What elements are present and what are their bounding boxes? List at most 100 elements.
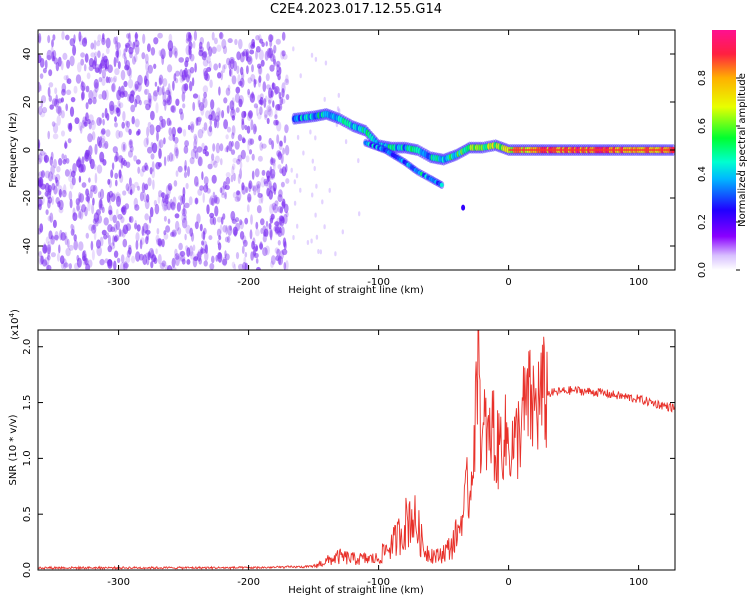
- noise-blob: [54, 231, 59, 242]
- noise-blob: [77, 62, 82, 73]
- noise-blob: [62, 258, 67, 270]
- noise-blob: [175, 98, 180, 107]
- noise-blob: [220, 192, 226, 198]
- noise-blob: [234, 38, 238, 46]
- noise-blob: [157, 140, 161, 151]
- noise-blob: [66, 238, 70, 248]
- noise-blob: [155, 248, 158, 255]
- noise-blob: [116, 195, 121, 207]
- noise-blob: [113, 75, 118, 83]
- noise-blob: [178, 108, 183, 115]
- noise-blob: [206, 55, 211, 64]
- noise-blob: [274, 109, 278, 118]
- noise-blob: [47, 252, 50, 260]
- noise-blob: [128, 32, 131, 42]
- noise-blob: [269, 39, 273, 48]
- noise-blob: [114, 116, 117, 123]
- noise-blob: [38, 228, 42, 235]
- noise-blob: [195, 117, 199, 126]
- noise-blob: [231, 125, 236, 136]
- noise-blob: [234, 196, 240, 202]
- noise-blob: [40, 170, 46, 178]
- noise-blob: [306, 240, 310, 245]
- noise-blob: [94, 82, 99, 93]
- noise-blob: [205, 182, 209, 190]
- noise-blob: [150, 141, 154, 149]
- noise-blob: [269, 64, 275, 72]
- noise-blob: [252, 41, 255, 48]
- noise-blob: [61, 189, 67, 198]
- noise-blob: [257, 193, 263, 198]
- noise-blob: [97, 50, 101, 58]
- noise-blob: [274, 87, 278, 96]
- noise-blob: [168, 152, 174, 162]
- noise-blob: [56, 166, 61, 173]
- noise-blob: [81, 119, 86, 129]
- noise-blob: [148, 98, 152, 108]
- noise-blob: [144, 53, 149, 64]
- noise-blob: [143, 137, 149, 148]
- noise-blob: [129, 189, 133, 196]
- noise-blob: [125, 125, 130, 133]
- noise-blob: [209, 79, 213, 88]
- noise-blob: [196, 146, 203, 153]
- noise-blob: [181, 91, 186, 103]
- noise-blob: [88, 65, 94, 72]
- noise-blob: [248, 182, 252, 193]
- colorbar-tick-label: 0.2: [697, 214, 708, 230]
- noise-blob: [49, 104, 54, 110]
- noise-blob: [131, 255, 136, 264]
- noise-blob: [45, 236, 50, 244]
- noise-blob: [64, 142, 68, 149]
- noise-blob: [185, 45, 191, 56]
- noise-blob: [61, 130, 65, 137]
- colorbar-gradient: [712, 30, 736, 270]
- snr-x-ticks: -300 -200 -100 0 100: [107, 330, 648, 588]
- noise-blob: [286, 125, 289, 131]
- noise-blob: [90, 52, 96, 58]
- noise-blob: [115, 193, 119, 199]
- noise-blob: [204, 151, 209, 157]
- noise-blob: [229, 100, 235, 111]
- noise-blob: [55, 176, 58, 184]
- noise-blob: [221, 258, 228, 266]
- snr-y-tick-label: 2.0: [22, 339, 33, 355]
- noise-blob: [226, 145, 229, 153]
- noise-blob: [213, 63, 219, 71]
- noise-blob: [127, 93, 132, 102]
- noise-blob: [216, 119, 220, 129]
- spectrogram-y-tick-label: -20: [22, 190, 33, 206]
- noise-blob: [121, 141, 127, 153]
- noise-blob: [88, 114, 94, 123]
- noise-blob: [278, 215, 284, 222]
- noise-blob: [264, 110, 268, 118]
- noise-blob: [284, 144, 290, 156]
- noise-blob: [55, 106, 62, 114]
- noise-blob: [123, 261, 128, 270]
- noise-blob: [282, 237, 287, 248]
- noise-blob: [136, 224, 141, 232]
- noise-blob: [220, 158, 223, 166]
- noise-blob: [260, 59, 265, 67]
- noise-blob: [147, 97, 153, 104]
- noise-blob: [38, 105, 43, 116]
- noise-blob: [122, 159, 127, 167]
- noise-blob: [90, 120, 96, 131]
- noise-blob: [183, 171, 188, 179]
- noise-blob: [229, 68, 232, 77]
- noise-blob: [161, 260, 167, 267]
- noise-blob: [241, 118, 245, 125]
- noise-blob: [112, 77, 117, 84]
- noise-blob: [234, 140, 240, 150]
- noise-blob: [166, 265, 173, 270]
- noise-blob: [144, 88, 150, 95]
- noise-blob: [205, 73, 210, 82]
- noise-blob: [108, 209, 113, 215]
- noise-blob: [128, 128, 132, 136]
- noise-blob: [212, 143, 216, 152]
- noise-blob: [189, 245, 194, 257]
- noise-blob: [134, 222, 138, 230]
- noise-blob: [218, 62, 221, 69]
- noise-blob: [210, 159, 216, 166]
- noise-blob: [70, 170, 76, 178]
